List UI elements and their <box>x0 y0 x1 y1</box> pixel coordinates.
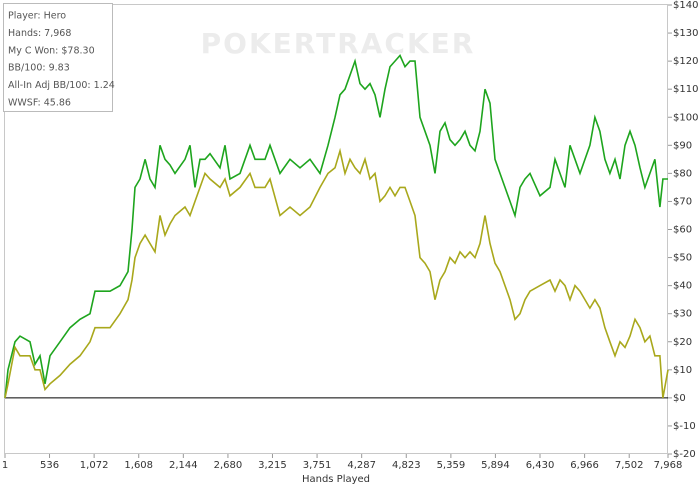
y-tick-label: $0 <box>673 393 686 404</box>
x-tick-label: 4,823 <box>392 460 421 471</box>
y-tick-label: $120 <box>673 56 698 67</box>
x-tick-label: 2,680 <box>214 460 243 471</box>
y-tick-label: $50 <box>673 253 692 264</box>
x-tick-label: 4,287 <box>347 460 376 471</box>
x-tick-label: 1 <box>2 460 8 471</box>
y-tick-label: $-20 <box>673 449 696 460</box>
y-tick-label: $10 <box>673 365 692 376</box>
info-line: BB/100: 9.83 <box>8 63 70 74</box>
x-tick-label: 6,966 <box>570 460 599 471</box>
y-tick-label: $90 <box>673 140 692 151</box>
y-tick-label: $130 <box>673 28 698 39</box>
y-tick-label: $20 <box>673 337 692 348</box>
x-tick-label: 2,144 <box>169 460 198 471</box>
y-tick-label: $60 <box>673 225 692 236</box>
info-box-frame <box>3 3 113 112</box>
y-tick-label: $110 <box>673 84 698 95</box>
x-tick-label: 7,968 <box>654 460 683 471</box>
y-tick-label: $30 <box>673 309 692 320</box>
y-tick-label: $100 <box>673 112 698 123</box>
info-line: Player: Hero <box>8 11 66 22</box>
y-tick-label: $70 <box>673 196 692 207</box>
x-tick-label: 7,502 <box>615 460 644 471</box>
x-tick-label: 1,608 <box>124 460 153 471</box>
y-tick-label: $40 <box>673 281 692 292</box>
watermark: POKERTRACKER <box>201 27 476 60</box>
y-tick-label: $-10 <box>673 421 696 432</box>
series-line <box>4 54 668 398</box>
x-axis-label: Hands Played <box>302 474 370 485</box>
x-tick-label: 6,430 <box>526 460 555 471</box>
plot-frame <box>4 4 668 454</box>
x-tick-label: 1,072 <box>80 460 109 471</box>
y-tick-label: $140 <box>673 0 698 11</box>
info-line: Hands: 7,968 <box>8 28 71 39</box>
x-tick-label: 536 <box>40 460 59 471</box>
x-tick-label: 3,751 <box>303 460 332 471</box>
series-line <box>4 147 669 399</box>
x-tick-label: 5,359 <box>437 460 466 471</box>
x-tick-label: 3,215 <box>258 460 287 471</box>
info-line: My C Won: $78.30 <box>8 45 95 56</box>
info-line: WWSF: 45.86 <box>8 98 71 109</box>
y-tick-label: $80 <box>673 168 692 179</box>
x-tick-label: 5,894 <box>481 460 510 471</box>
info-line: All-In Adj BB/100: 1.24 <box>8 80 115 91</box>
info-box: Player: Hero Hands: 7,968 My C Won: $78.30… <box>3 3 115 112</box>
